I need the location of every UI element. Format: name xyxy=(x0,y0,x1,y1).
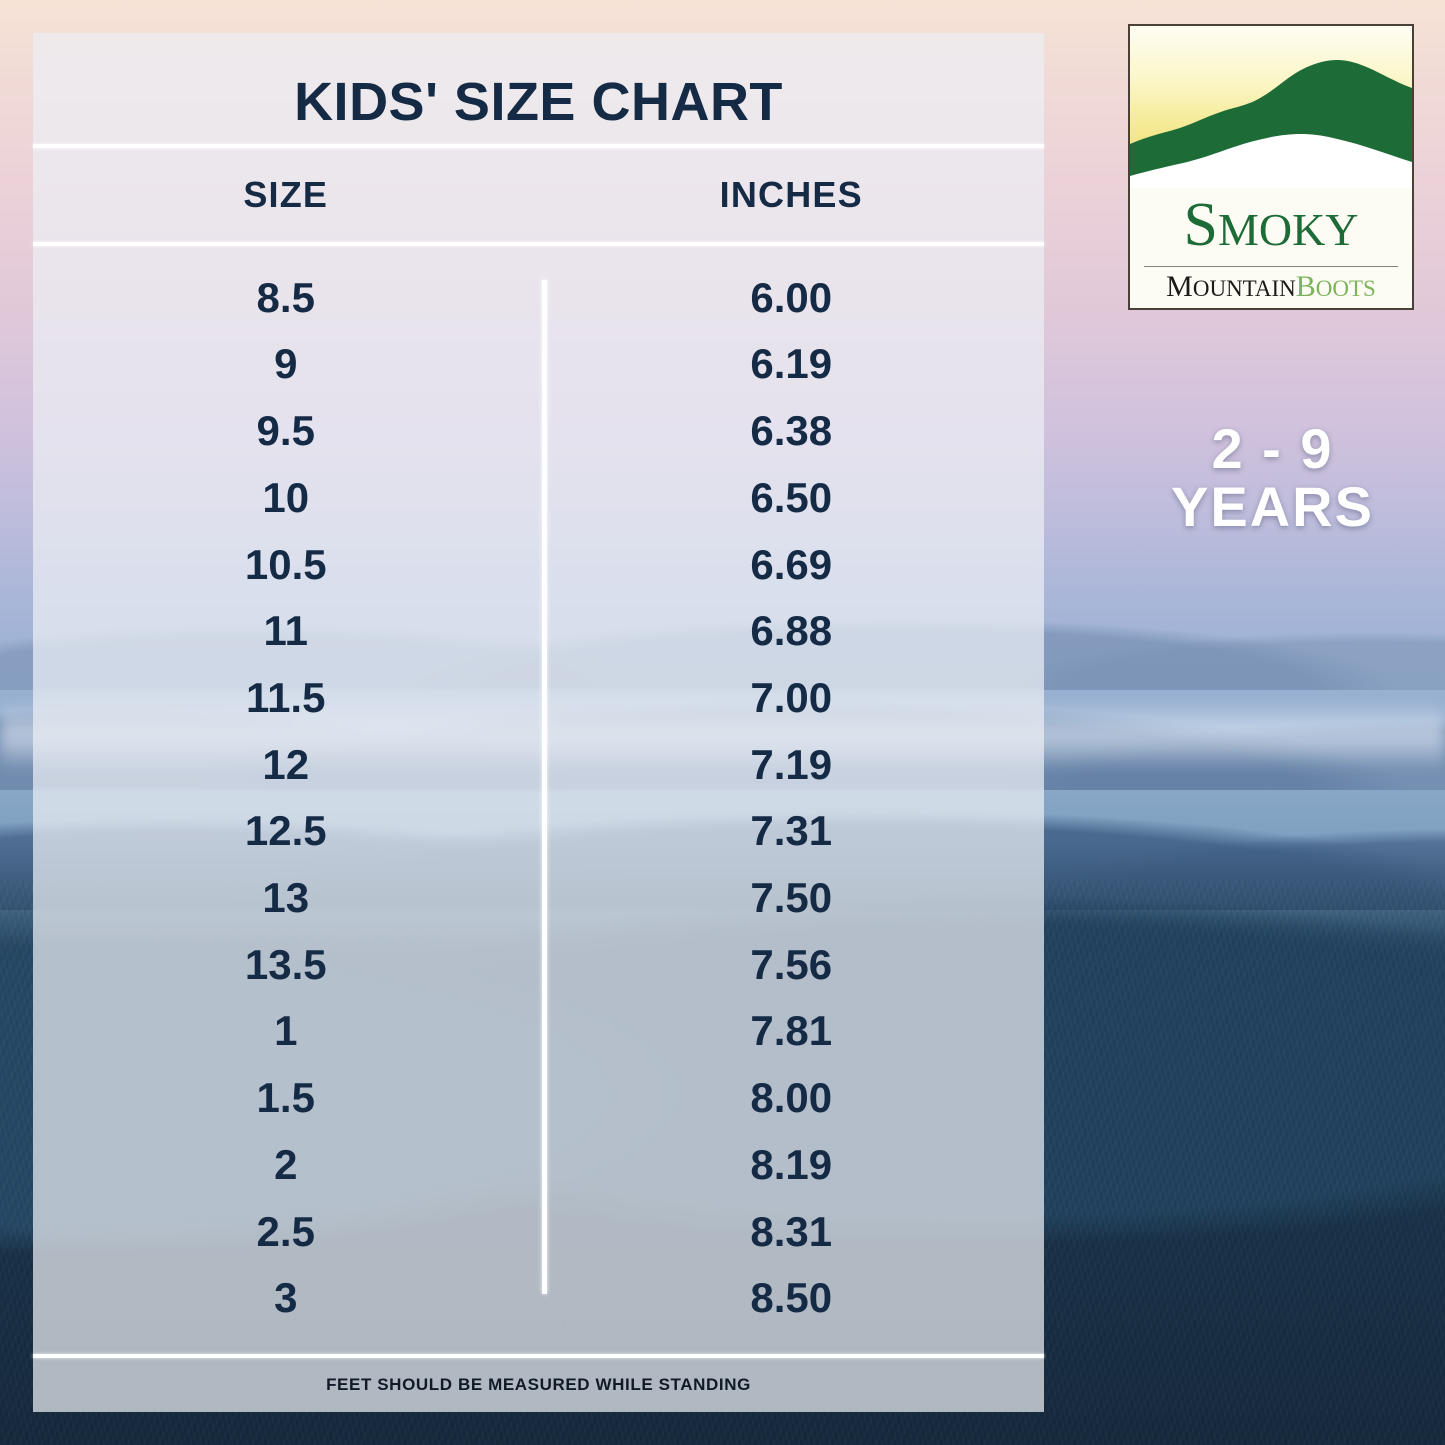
brand-logo: SMOKY MOUNTAINBOOTS xyxy=(1128,24,1414,310)
column-divider xyxy=(541,280,547,1294)
cell-inches: 7.50 xyxy=(750,874,833,922)
cell-inches: 7.56 xyxy=(750,940,833,988)
cell-size: 10.5 xyxy=(244,540,327,588)
cell-inches: 6.88 xyxy=(750,607,833,655)
cell-size: 3 xyxy=(274,1274,298,1322)
cell-inches: 7.81 xyxy=(750,1007,833,1055)
cell-size: 2.5 xyxy=(256,1207,315,1255)
table-body: 8.5 6.00 9 6.19 9.5 6.38 10 6.50 10.5 6.… xyxy=(33,246,1044,1354)
table-row: 9 6.19 xyxy=(33,343,1044,385)
table-row: 9.5 6.38 xyxy=(33,410,1044,452)
table-row: 2.5 8.31 xyxy=(33,1207,1044,1255)
logo-divider-line xyxy=(1144,266,1398,267)
cell-size: 9.5 xyxy=(256,407,315,455)
page-title: KIDS' SIZE CHART xyxy=(294,72,783,132)
cell-size: 12 xyxy=(262,740,310,788)
table-row: 3 8.50 xyxy=(33,1277,1044,1319)
cell-size: 11 xyxy=(263,607,308,655)
age-range-value: 2 - 9 xyxy=(1211,417,1334,480)
cell-size: 12.5 xyxy=(244,807,327,855)
table-row: 11.5 7.00 xyxy=(33,673,1044,721)
cell-inches: 8.00 xyxy=(750,1074,833,1122)
cell-inches: 6.00 xyxy=(750,273,833,321)
cell-size: 10 xyxy=(262,473,310,521)
cell-size: 1 xyxy=(274,1007,298,1055)
table-row: 1.5 8.00 xyxy=(33,1077,1044,1119)
column-header-inches: INCHES xyxy=(719,174,863,215)
table-row: 13.5 7.56 xyxy=(33,940,1044,988)
cell-inches: 8.19 xyxy=(750,1140,833,1188)
cell-size: 9 xyxy=(274,340,298,388)
table-row: 1 7.81 xyxy=(33,1010,1044,1052)
cell-inches: 6.19 xyxy=(750,340,833,388)
divider-top xyxy=(33,144,1044,148)
cell-inches: 7.31 xyxy=(750,807,833,855)
cell-size: 13 xyxy=(262,874,310,922)
cell-inches: 8.50 xyxy=(750,1274,833,1322)
divider-above-footnote xyxy=(33,1354,1044,1358)
cell-inches: 7.19 xyxy=(750,740,833,788)
logo-smoky-text: SMOKY xyxy=(1183,191,1359,259)
table-row: 12 7.19 xyxy=(33,740,1044,788)
table-row: 2 8.19 xyxy=(33,1140,1044,1188)
cell-size: 13.5 xyxy=(244,940,327,988)
table-row: 11 6.88 xyxy=(33,610,1044,652)
column-header-size: SIZE xyxy=(243,174,329,215)
table-row: 13 7.50 xyxy=(33,877,1044,919)
table-header-row: SIZE INCHES xyxy=(33,148,1044,242)
table-row: 12.5 7.31 xyxy=(33,810,1044,852)
logo-wordmark-area: SMOKY MOUNTAINBOOTS xyxy=(1130,188,1412,308)
size-chart-panel: KIDS' SIZE CHART SIZE INCHES 8.5 6.00 9 … xyxy=(33,33,1044,1412)
logo-mountainboots-text: MOUNTAINBOOTS xyxy=(1166,270,1376,303)
cell-inches: 6.38 xyxy=(750,407,833,455)
age-range-badge: 2 - 9 YEARS xyxy=(1100,417,1445,539)
age-range-unit: YEARS xyxy=(1171,475,1374,539)
cell-inches: 8.31 xyxy=(750,1207,833,1255)
divider-under-header xyxy=(33,242,1044,246)
cell-size: 11.5 xyxy=(246,673,326,721)
table-row: 10.5 6.69 xyxy=(33,540,1044,588)
table-row: 10 6.50 xyxy=(33,473,1044,521)
footnote: FEET SHOULD BE MEASURED WHILE STANDING xyxy=(326,1375,751,1394)
cell-inches: 6.50 xyxy=(750,473,833,521)
table-row: 8.5 6.00 xyxy=(33,273,1044,321)
cell-inches: 7.00 xyxy=(750,673,833,721)
cell-inches: 6.69 xyxy=(750,540,833,588)
logo-mountain-icon xyxy=(1130,60,1412,194)
cell-size: 1.5 xyxy=(256,1074,315,1122)
cell-size: 2 xyxy=(274,1140,298,1188)
cell-size: 8.5 xyxy=(256,273,315,321)
